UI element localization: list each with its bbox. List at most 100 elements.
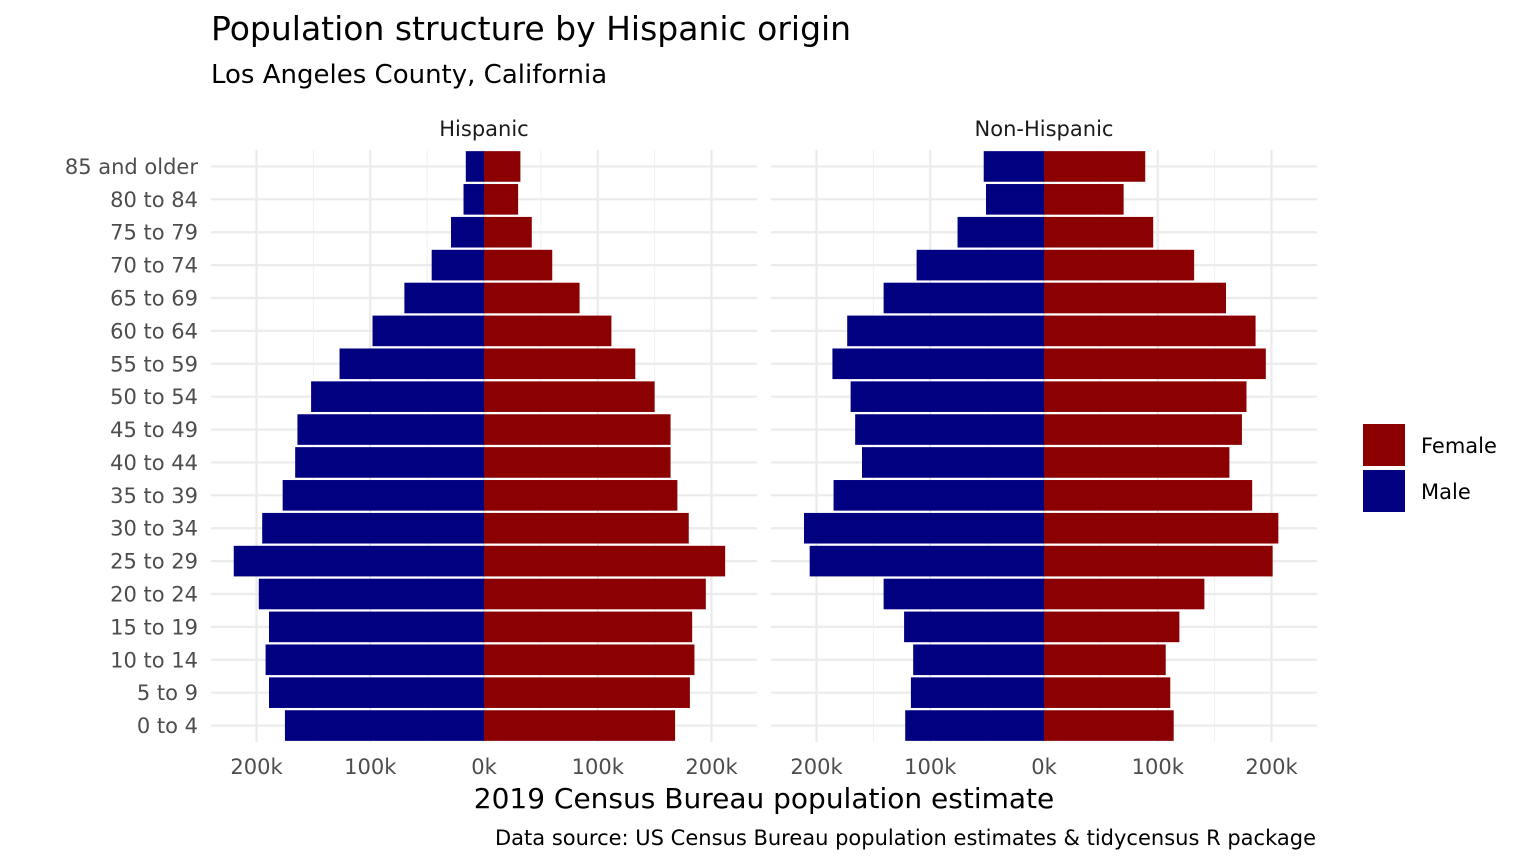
- y-tick-label: 55 to 59: [110, 352, 198, 376]
- y-tick-label: 75 to 79: [110, 221, 198, 245]
- bar-female-65-to-69: [1044, 282, 1226, 314]
- bar-female-15-to-19: [1044, 611, 1180, 643]
- bar-female-80-to-84: [1044, 184, 1124, 215]
- bar-male-55-to-59: [339, 348, 484, 380]
- x-axis-label: 2019 Census Bureau population estimate: [474, 782, 1055, 815]
- bar-female-25-to-29: [484, 545, 726, 577]
- bar-male-10-to-14: [265, 644, 484, 676]
- bar-female-50-to-54: [1044, 381, 1247, 412]
- bar-male-40-to-44: [295, 447, 484, 478]
- bar-male-25-to-29: [233, 545, 484, 577]
- bar-male-20-to-24: [883, 578, 1044, 610]
- y-tick-label: 10 to 14: [110, 648, 198, 672]
- bar-male-35-to-39: [833, 480, 1044, 511]
- y-tick-label: 30 to 34: [110, 517, 198, 541]
- facet-strip-label: Non-Hispanic: [975, 117, 1114, 141]
- bar-male-80-to-84: [463, 184, 484, 215]
- y-tick-label: 20 to 24: [110, 583, 198, 607]
- facet-strip-label: Hispanic: [439, 117, 528, 141]
- bar-female-25-to-29: [1044, 545, 1273, 577]
- bar-female-75-to-79: [484, 216, 532, 248]
- x-tick-label: 100k: [572, 755, 625, 779]
- bar-male-60-to-64: [372, 315, 484, 347]
- x-tick-label: 0k: [1031, 755, 1057, 779]
- y-tick-label: 15 to 19: [110, 615, 198, 639]
- y-tick-label: 70 to 74: [110, 254, 198, 278]
- bar-male-30-to-34: [803, 512, 1044, 544]
- facet-panels: Hispanic 200k 100k 0k 100k 200k Non-Hispanic 20…: [211, 117, 1317, 779]
- x-tick-label: 100k: [1132, 755, 1185, 779]
- legend: Female Male: [1363, 424, 1497, 512]
- bar-female-50-to-54: [484, 381, 655, 412]
- bar-female-40-to-44: [484, 447, 671, 478]
- chart-subtitle: Los Angeles County, California: [211, 60, 607, 90]
- bar-female-35-to-39: [1044, 480, 1253, 511]
- bar-female-60-to-64: [484, 315, 612, 347]
- bar-male-75-to-79: [451, 216, 484, 248]
- x-tick-label: 200k: [1245, 755, 1298, 779]
- bar-female-0-to-4: [1044, 710, 1174, 741]
- bar-female-75-to-79: [1044, 216, 1154, 248]
- y-tick-label: 50 to 54: [110, 385, 198, 409]
- y-tick-label: 65 to 69: [110, 287, 198, 311]
- bar-male-10-to-14: [913, 644, 1044, 676]
- legend-label-female: Female: [1421, 434, 1497, 458]
- bar-female-85-and-older: [1044, 151, 1146, 182]
- bar-male-30-to-34: [262, 512, 484, 544]
- bar-female-70-to-74: [484, 249, 553, 281]
- bar-male-50-to-54: [311, 381, 484, 412]
- legend-label-male: Male: [1421, 480, 1471, 504]
- x-tick-label: 0k: [471, 755, 497, 779]
- bar-male-45-to-49: [855, 414, 1044, 445]
- y-tick-label: 35 to 39: [110, 484, 198, 508]
- bar-female-45-to-49: [1044, 414, 1242, 445]
- bar-female-20-to-24: [1044, 578, 1205, 610]
- bar-male-65-to-69: [883, 282, 1044, 314]
- bar-male-45-to-49: [297, 414, 484, 445]
- x-tick-label: 100k: [344, 755, 397, 779]
- y-tick-label: 25 to 29: [110, 550, 198, 574]
- bar-female-70-to-74: [1044, 249, 1195, 281]
- y-axis: 0 to 4 5 to 9 10 to 14 15 to 19 20 to 24 25 t…: [65, 155, 199, 738]
- bar-male-70-to-74: [431, 249, 484, 281]
- bar-female-20-to-24: [484, 578, 706, 610]
- x-tick-label: 200k: [230, 755, 283, 779]
- bar-female-30-to-34: [484, 512, 689, 544]
- panel-hispanic: Hispanic 200k 100k 0k 100k 200k: [211, 117, 757, 779]
- bar-female-60-to-64: [1044, 315, 1256, 347]
- bar-female-65-to-69: [484, 282, 580, 314]
- bar-female-0-to-4: [484, 710, 676, 741]
- bar-female-35-to-39: [484, 480, 678, 511]
- x-tick-label: 200k: [685, 755, 738, 779]
- bar-female-55-to-59: [484, 348, 636, 380]
- bar-male-0-to-4: [284, 710, 484, 741]
- bar-male-0-to-4: [905, 710, 1044, 741]
- bar-female-40-to-44: [1044, 447, 1230, 478]
- bar-male-50-to-54: [850, 381, 1044, 412]
- legend-key-female: [1363, 424, 1405, 466]
- bar-male-5-to-9: [269, 677, 484, 708]
- bar-male-80-to-84: [985, 184, 1044, 215]
- bar-female-85-and-older: [484, 151, 521, 182]
- bar-female-5-to-9: [1044, 677, 1171, 708]
- bar-male-75-to-79: [957, 216, 1044, 248]
- panel-non-hispanic: Non-Hispanic 200k 100k 0k 100k 200k: [771, 117, 1317, 779]
- x-tick-label: 100k: [904, 755, 957, 779]
- y-tick-label: 60 to 64: [110, 319, 198, 343]
- bar-female-45-to-49: [484, 414, 671, 445]
- bar-male-85-and-older: [983, 151, 1044, 182]
- bar-male-5-to-9: [910, 677, 1044, 708]
- bar-female-5-to-9: [484, 677, 690, 708]
- bar-male-70-to-74: [916, 249, 1044, 281]
- chart-title: Population structure by Hispanic origin: [211, 9, 851, 48]
- bar-female-10-to-14: [484, 644, 695, 676]
- bar-female-10-to-14: [1044, 644, 1166, 676]
- bar-male-35-to-39: [282, 480, 484, 511]
- bar-male-20-to-24: [258, 578, 484, 610]
- bar-female-15-to-19: [484, 611, 693, 643]
- y-tick-label: 0 to 4: [137, 714, 198, 738]
- bar-male-15-to-19: [269, 611, 484, 643]
- bar-male-40-to-44: [862, 447, 1044, 478]
- bar-male-60-to-64: [847, 315, 1044, 347]
